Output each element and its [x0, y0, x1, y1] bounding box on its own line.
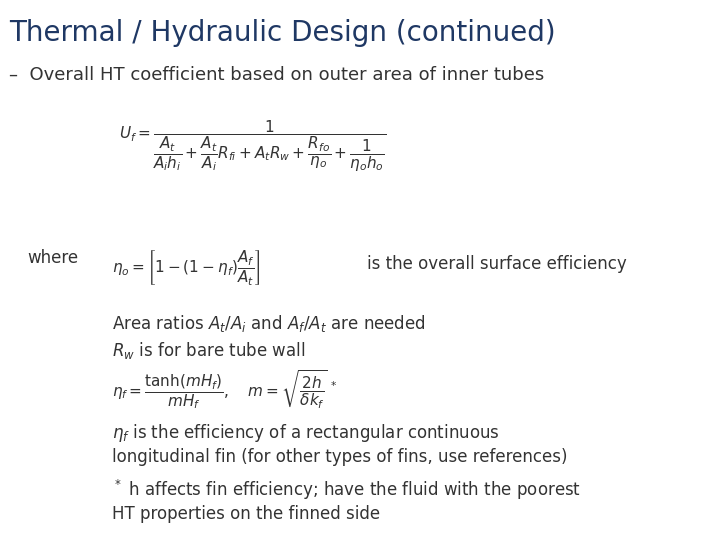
Text: $R_w$ is for bare tube wall: $R_w$ is for bare tube wall — [112, 340, 305, 361]
Text: –  Overall HT coefficient based on outer area of inner tubes: – Overall HT coefficient based on outer … — [9, 66, 544, 84]
Text: $\eta_f = \dfrac{\tanh(mH_f)}{mH_f}$,    $m = \sqrt{\dfrac{2h}{\delta k_f}}\,^*$: $\eta_f = \dfrac{\tanh(mH_f)}{mH_f}$, $m… — [112, 368, 337, 411]
Text: $^*$ h affects fin efficiency; have the fluid with the poorest: $^*$ h affects fin efficiency; have the … — [112, 478, 580, 502]
Text: $\eta_o = \left[1 - (1 - \eta_f)\dfrac{A_f}{A_t}\right]$: $\eta_o = \left[1 - (1 - \eta_f)\dfrac{A… — [112, 248, 260, 287]
Text: longitudinal fin (for other types of fins, use references): longitudinal fin (for other types of fin… — [112, 448, 567, 466]
Text: $\eta_f$ is the efficiency of a rectangular continuous: $\eta_f$ is the efficiency of a rectangu… — [112, 422, 500, 444]
Text: where: where — [27, 249, 78, 267]
Text: $U_f = \dfrac{1}{\dfrac{A_t}{A_i h_i} + \dfrac{A_t}{A_i}R_{fi} + A_t R_w + \dfra: $U_f = \dfrac{1}{\dfrac{A_t}{A_i h_i} + … — [119, 119, 387, 174]
Text: Area ratios $A_t/A_i$ and $A_f/A_t$ are needed: Area ratios $A_t/A_i$ and $A_f/A_t$ are … — [112, 313, 426, 334]
Text: is the overall surface efficiency: is the overall surface efficiency — [367, 255, 627, 273]
Text: Thermal / Hydraulic Design (continued): Thermal / Hydraulic Design (continued) — [9, 19, 556, 47]
Text: HT properties on the finned side: HT properties on the finned side — [112, 505, 379, 523]
